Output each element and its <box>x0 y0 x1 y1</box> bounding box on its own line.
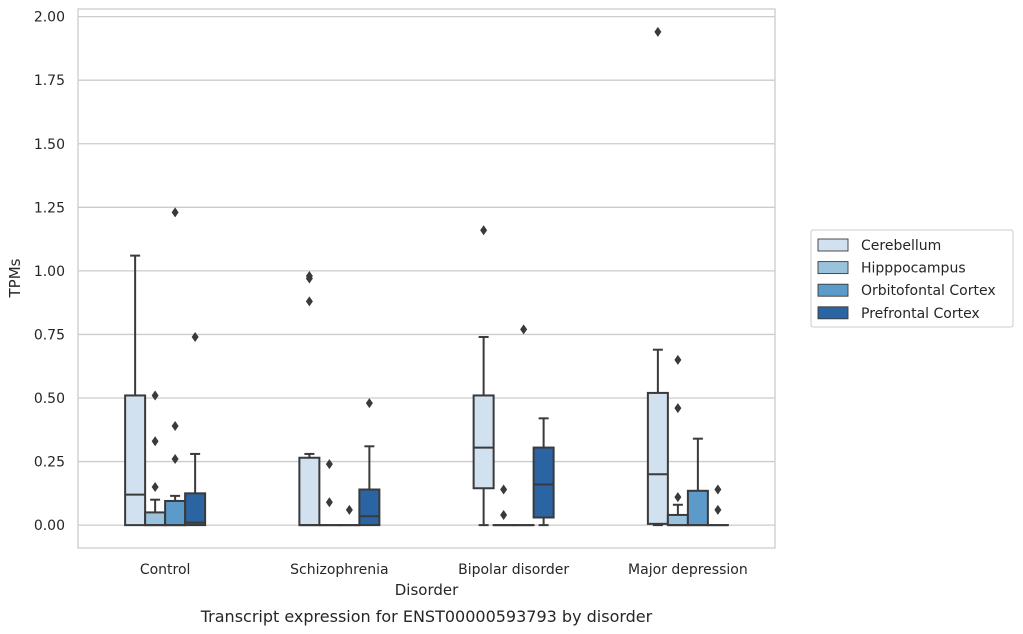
y-tick-label: 1.00 <box>34 264 65 280</box>
outlier-point <box>305 270 313 281</box>
outlier-point <box>171 454 179 465</box>
outlier-point <box>325 459 333 470</box>
box-prefrontal-cortex <box>358 445 381 527</box>
x-axis-label: Disorder <box>395 581 459 599</box>
box-body <box>124 394 147 527</box>
legend: Cerebellum Hipppocampus Orbitofontal Corte… <box>810 229 1014 328</box>
outlier-point <box>345 504 353 515</box>
y-axis-label: TPMs <box>6 258 24 298</box>
box-body <box>532 446 555 519</box>
y-tick-label: 0.75 <box>34 327 65 343</box>
box-orbitofontal-cortex <box>164 494 187 527</box>
chart-caption: Transcript expression for ENST0000059379… <box>200 607 653 626</box>
box-body <box>666 513 689 527</box>
y-tick-labels: 0.00 0.25 0.50 0.75 1.00 1.25 1.50 1.75 2.00 <box>34 10 65 534</box>
outlier-point <box>151 390 159 401</box>
box-body <box>184 492 207 527</box>
box-hipppocampus <box>144 498 167 527</box>
legend-label: Cerebellum <box>861 238 941 254</box>
x-tick-label: Major depression <box>628 562 748 578</box>
box-cerebellum <box>298 452 321 527</box>
outlier-point <box>325 497 333 508</box>
legend-swatch <box>817 306 849 320</box>
gridlines <box>78 15 775 526</box>
box-body <box>646 391 669 525</box>
outlier-point <box>654 26 662 37</box>
legend-label: Orbitofontal Cortex <box>861 283 996 299</box>
outlier-point <box>500 484 508 495</box>
x-tick-labels: Control Schizophrenia Bipolar disorder Majo… <box>140 562 748 578</box>
outlier-point <box>714 484 722 495</box>
box-cerebellum <box>472 335 495 527</box>
boxes <box>124 254 729 527</box>
outlier-point <box>480 225 488 236</box>
y-tick-label: 1.25 <box>34 200 65 216</box>
x-tick-label: Bipolar disorder <box>458 562 569 578</box>
box-body <box>472 394 495 490</box>
box-body <box>164 499 187 527</box>
box-body <box>144 511 167 527</box>
outlier-point <box>151 481 159 492</box>
outlier-point <box>151 436 159 447</box>
box-cerebellum <box>124 254 147 527</box>
outlier-point <box>305 296 313 307</box>
outlier-point <box>674 354 682 365</box>
legend-swatch <box>817 261 849 275</box>
box-body <box>686 489 709 527</box>
outlier-point <box>674 403 682 414</box>
box-body <box>298 456 321 527</box>
plot-area-frame <box>77 8 776 549</box>
outlier-point <box>500 509 508 520</box>
outlier-point <box>674 492 682 503</box>
outlier-point <box>191 331 199 342</box>
box-hipppocampus <box>666 503 689 527</box>
outliers <box>151 26 722 520</box>
box-cerebellum <box>646 348 669 527</box>
legend-swatch <box>817 238 849 252</box>
y-tick-label: 1.75 <box>34 73 65 89</box>
legend-swatch <box>817 283 849 297</box>
y-tick-label: 0.50 <box>34 391 65 407</box>
x-tick-label: Control <box>140 562 191 578</box>
y-tick-label: 0.00 <box>34 518 65 534</box>
box-prefrontal-cortex <box>532 417 555 527</box>
outlier-point <box>171 420 179 431</box>
legend-label: Prefrontal Cortex <box>861 306 980 322</box>
legend-label: Hipppocampus <box>861 261 966 277</box>
box-orbitofontal-cortex <box>686 437 709 527</box>
outlier-point <box>714 504 722 515</box>
legend-frame <box>810 229 1014 328</box>
x-tick-label: Schizophrenia <box>290 562 388 578</box>
y-tick-label: 1.50 <box>34 137 65 153</box>
box-prefrontal-cortex <box>184 452 207 527</box>
outlier-point <box>171 207 179 218</box>
outlier-point <box>365 398 373 409</box>
box-body <box>358 488 381 527</box>
outlier-point <box>520 324 528 335</box>
y-tick-label: 0.25 <box>34 455 65 471</box>
y-tick-label: 2.00 <box>34 10 65 26</box>
